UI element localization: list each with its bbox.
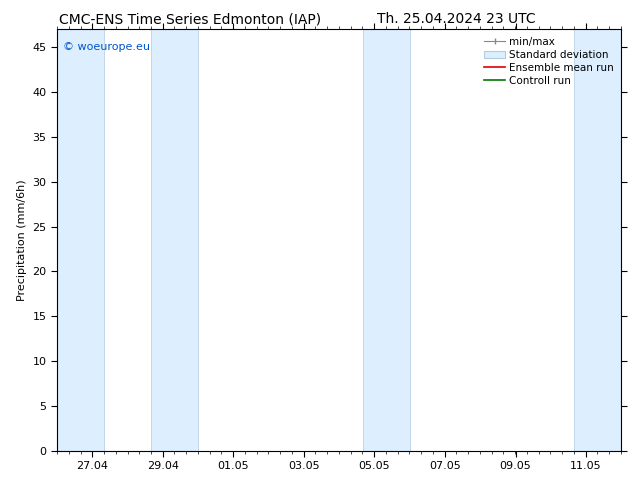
Legend: min/max, Standard deviation, Ensemble mean run, Controll run: min/max, Standard deviation, Ensemble me… — [482, 35, 616, 88]
Text: © woeurope.eu: © woeurope.eu — [63, 42, 150, 52]
Bar — [57, 29, 104, 451]
Bar — [152, 29, 198, 451]
Bar — [363, 29, 410, 451]
Text: Th. 25.04.2024 23 UTC: Th. 25.04.2024 23 UTC — [377, 12, 536, 26]
Text: CMC-ENS Time Series Edmonton (IAP): CMC-ENS Time Series Edmonton (IAP) — [59, 12, 321, 26]
Y-axis label: Precipitation (mm/6h): Precipitation (mm/6h) — [17, 179, 27, 301]
Bar — [574, 29, 621, 451]
